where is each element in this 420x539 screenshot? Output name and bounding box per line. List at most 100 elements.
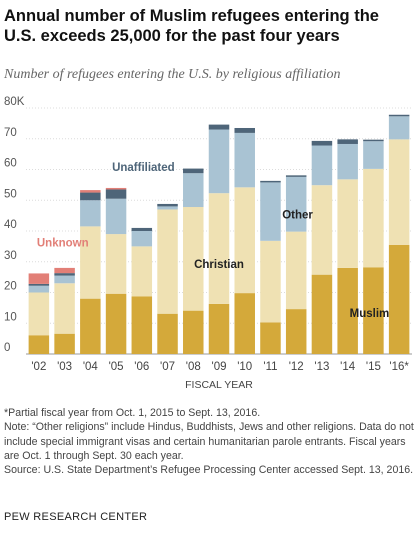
bar-muslim-14 [388, 244, 410, 354]
bar-christian-7 [208, 193, 230, 304]
x-tick-label: '11 [263, 361, 277, 373]
bar-christian-4 [131, 246, 153, 297]
bar-muslim-4 [131, 296, 153, 354]
bar-muslim-2 [80, 298, 101, 354]
bar-other-12 [337, 143, 358, 180]
bar-unknown-0 [28, 273, 50, 284]
chart-title: Annual number of Muslim refugees enterin… [4, 7, 379, 45]
x-tick-label: '13 [314, 361, 329, 373]
bar-other-7 [208, 129, 230, 194]
bar-other-13 [363, 141, 384, 169]
bar-unaffiliated-7 [208, 124, 230, 130]
bar-unaffiliated-14 [388, 114, 410, 117]
bar-christian-10 [285, 231, 307, 310]
x-tick-label: '14 [340, 361, 356, 373]
bar-other-6 [183, 173, 204, 208]
bar-christian-13 [363, 168, 384, 268]
bar-christian-9 [260, 240, 281, 323]
x-tick-label: '04 [83, 361, 99, 373]
bar-christian-6 [183, 207, 204, 311]
bar-unknown-3 [105, 187, 127, 190]
source-text: Source: U.S. State Department’s Refugee … [4, 464, 414, 477]
x-tick-label: '15 [366, 361, 381, 373]
bar-christian-5 [157, 209, 178, 314]
x-tick-label: '07 [160, 361, 175, 373]
bar-unaffiliated-2 [80, 192, 101, 201]
bar-unaffiliated-11 [311, 140, 333, 146]
bar-unaffiliated-8 [234, 127, 255, 133]
bar-unaffiliated-5 [157, 203, 178, 207]
bar-other-4 [131, 231, 153, 247]
bar-unknown-1 [54, 267, 75, 274]
bar-unaffiliated-9 [260, 180, 281, 183]
bar-unaffiliated-13 [363, 139, 384, 142]
bar-christian-3 [105, 234, 127, 294]
bar-unaffiliated-1 [54, 273, 75, 276]
x-tick-label: '08 [186, 361, 201, 373]
x-tick-label: '03 [57, 361, 72, 373]
bar-other-5 [157, 206, 178, 210]
y-tick-label: 60 [4, 158, 17, 170]
y-tick-label: 40 [4, 219, 17, 231]
bar-other-11 [311, 145, 333, 186]
y-tick-label: 80K [4, 96, 25, 108]
bar-christian-8 [234, 187, 255, 294]
chart-notes: *Partial fiscal year from Oct. 1, 2015 t… [4, 406, 416, 477]
bar-christian-12 [337, 179, 358, 268]
bar-muslim-7 [208, 303, 230, 354]
bar-unaffiliated-3 [105, 189, 127, 199]
note-text: Note: “Other religions” include Hindus, … [4, 421, 414, 462]
bar-christian-1 [54, 283, 75, 334]
y-tick-label: 0 [4, 342, 10, 354]
x-axis-title: FISCAL YEAR [185, 379, 253, 391]
x-tick-label: '06 [134, 361, 149, 373]
x-tick-label: '12 [289, 361, 304, 373]
y-tick-label: 70 [4, 127, 17, 139]
bar-unaffiliated-0 [28, 283, 50, 286]
bar-unaffiliated-6 [183, 168, 204, 174]
bar-muslim-3 [105, 293, 127, 354]
bar-other-0 [28, 285, 50, 293]
bar-christian-11 [311, 185, 333, 275]
label-unaffiliated: Unaffiliated [112, 162, 175, 174]
bar-muslim-13 [363, 267, 384, 354]
bar-christian-0 [28, 292, 50, 336]
x-tick-label: '16* [389, 361, 409, 373]
y-tick-label: 50 [4, 188, 17, 200]
organization-credit: PEW RESEARCH CENTER [4, 511, 148, 523]
x-tick-label: '10 [237, 361, 252, 373]
bar-muslim-5 [157, 313, 178, 354]
bar-unaffiliated-4 [131, 227, 153, 231]
bar-christian-14 [388, 139, 410, 245]
bar-other-10 [285, 176, 307, 232]
bar-other-14 [388, 116, 410, 140]
bar-muslim-6 [183, 310, 204, 354]
bar-muslim-11 [311, 274, 333, 354]
stacked-bar-chart: 0 10 20 30 40 50 60 70 80K '02 '03 '04 '05 '06 '07 '08 '… [4, 96, 412, 391]
label-muslim: Muslim [350, 308, 390, 320]
bar-muslim-8 [234, 293, 255, 354]
bar-muslim-0 [28, 335, 50, 354]
label-unknown: Unknown [37, 237, 89, 249]
bar-unaffiliated-10 [285, 175, 307, 177]
x-tick-label: '05 [109, 361, 124, 373]
y-tick-label: 20 [4, 281, 17, 293]
bar-other-2 [80, 200, 101, 227]
bar-other-1 [54, 275, 75, 284]
bar-muslim-9 [260, 322, 281, 354]
bar-other-9 [260, 182, 281, 241]
chart-subtitle: Number of refugees entering the U.S. by … [4, 67, 341, 82]
y-tick-label: 10 [4, 311, 17, 323]
label-other: Other [282, 210, 313, 222]
partial-year-note: *Partial fiscal year from Oct. 1, 2015 t… [4, 407, 261, 419]
y-tick-label: 30 [4, 250, 17, 262]
bar-unaffiliated-12 [337, 139, 358, 144]
bar-unknown-2 [80, 190, 101, 193]
bar-muslim-12 [337, 267, 358, 354]
bar-muslim-1 [54, 333, 75, 354]
bar-christian-2 [80, 226, 101, 299]
label-christian: Christian [194, 259, 244, 271]
bar-other-3 [105, 198, 127, 235]
x-tick-label: '02 [31, 361, 46, 373]
bar-muslim-10 [285, 309, 307, 354]
